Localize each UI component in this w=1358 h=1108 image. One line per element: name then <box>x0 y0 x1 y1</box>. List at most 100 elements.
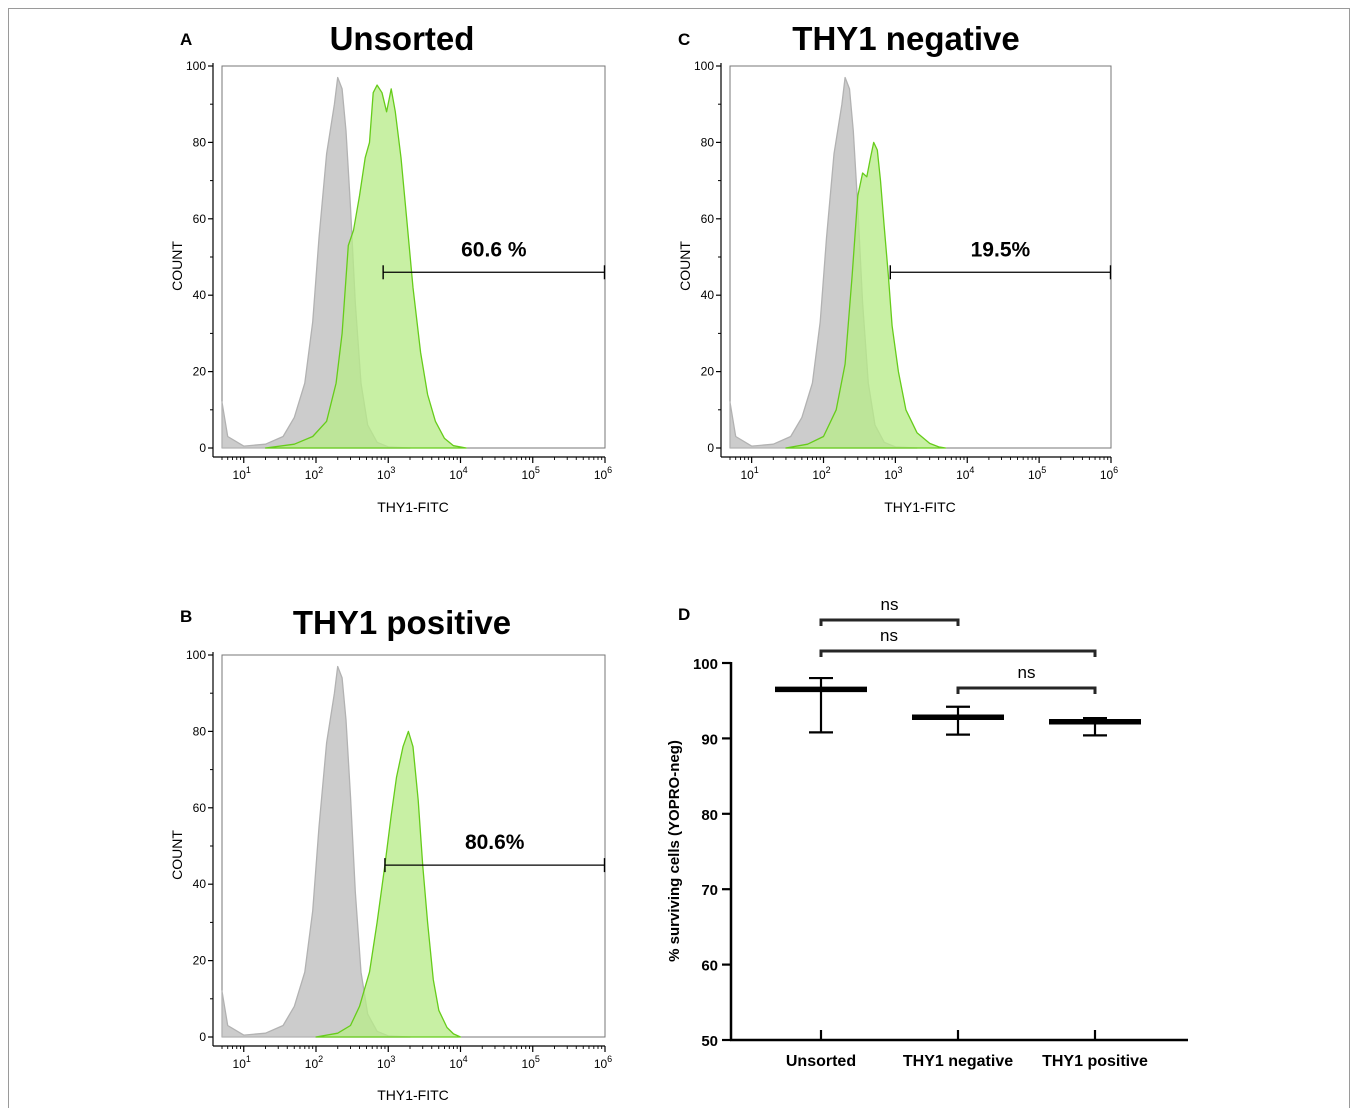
panel-d-significance-label: ns <box>880 626 898 645</box>
panel-c-stained-histogram <box>785 141 947 449</box>
panel-d-significance-bracket <box>819 649 1097 657</box>
panel-d-y-tick-label: 60 <box>701 958 718 975</box>
panel-b-y-tick-label: 60 <box>193 801 207 815</box>
tick-base: 10 <box>377 1057 391 1071</box>
tick-base: 10 <box>522 468 536 482</box>
panel-d-significance-bracket <box>956 686 1097 694</box>
panel-b-stained-histogram <box>315 730 462 1038</box>
panel-c-y-tick-label: 0 <box>707 441 714 455</box>
tick-exponent: 2 <box>826 465 831 475</box>
panel-letter-c: C <box>678 30 690 49</box>
panel-b-x-tick-label: 102 <box>305 1054 323 1071</box>
tick-base: 10 <box>449 1057 463 1071</box>
panel-d-category-label: Unsorted <box>786 1053 856 1070</box>
panel-b-x-tick-label: 103 <box>377 1054 395 1071</box>
panel-c-y-tick-label: 60 <box>701 212 715 226</box>
survival-panel-d: D 50 60 70 80 90 100 Unsorted THY1 negative THY1… <box>666 595 1188 1070</box>
panel-a-y-tick-label: 80 <box>193 135 207 149</box>
panel-c-y-tick-label: 20 <box>701 365 715 379</box>
panel-a-y-tick-label: 20 <box>193 365 207 379</box>
panel-c-y-axis-label: COUNT <box>677 241 693 291</box>
tick-base: 10 <box>305 468 319 482</box>
tick-base: 10 <box>233 468 247 482</box>
tick-exponent: 3 <box>390 465 395 475</box>
figure-frame <box>8 8 1350 1108</box>
panel-a-stained-histogram <box>264 84 467 449</box>
panel-c-y-tick-label: 80 <box>701 135 715 149</box>
panel-b-y-tick-label: 0 <box>199 1030 206 1044</box>
panel-a-x-tick-label: 101 <box>233 465 251 482</box>
panel-b-y-tick-label: 40 <box>193 877 207 891</box>
panel-b-x-tick-label: 105 <box>522 1054 540 1071</box>
tick-exponent: 3 <box>898 465 903 475</box>
panel-c-y-tick-label: 40 <box>701 288 715 302</box>
panel-c-x-tick-label: 104 <box>956 465 974 482</box>
panel-d-y-tick-label: 50 <box>701 1033 718 1050</box>
tick-exponent: 2 <box>318 465 323 475</box>
tick-base: 10 <box>522 1057 536 1071</box>
panel-b-x-axis-label: THY1-FITC <box>377 1087 449 1100</box>
tick-base: 10 <box>305 1057 319 1071</box>
panel-c-y-tick-label: 100 <box>694 59 714 73</box>
panel-d-y-tick-label: 100 <box>693 656 718 673</box>
panel-a-y-tick-label: 0 <box>199 441 206 455</box>
tick-exponent: 5 <box>1041 465 1046 475</box>
panel-b-marks: 80.6% <box>221 665 606 1038</box>
panel-a-marks: 60.6 % <box>221 76 606 449</box>
tick-exponent: 2 <box>318 1054 323 1064</box>
tick-exponent: 1 <box>246 1054 251 1064</box>
tick-base: 10 <box>594 1057 608 1071</box>
panel-d-significance: ns ns ns <box>819 595 1097 694</box>
panel-d-y-tick-label: 90 <box>701 731 718 748</box>
panel-d-significance-label: ns <box>881 595 899 614</box>
panel-c-gate-label: 19.5% <box>971 238 1031 261</box>
panel-b-gate-label: 80.6% <box>465 831 525 854</box>
panel-c-plot-frame <box>729 65 1112 449</box>
panel-c-marks: 19.5% <box>729 76 1112 449</box>
tick-exponent: 4 <box>463 1054 468 1064</box>
panel-a-y-tick-label: 40 <box>193 288 207 302</box>
panel-d-y-axis-label: % surviving cells (YOPRO-neg) <box>666 740 683 962</box>
tick-base: 10 <box>377 468 391 482</box>
panel-c-title: THY1 negative <box>792 20 1019 57</box>
tick-exponent: 5 <box>535 465 540 475</box>
tick-exponent: 1 <box>246 465 251 475</box>
panel-c-x-tick-label: 102 <box>812 465 830 482</box>
tick-exponent: 6 <box>607 465 612 475</box>
panel-c-x-tick-label: 103 <box>884 465 902 482</box>
panel-d-marks <box>775 676 1141 737</box>
panel-d-significance-bracket <box>819 618 960 626</box>
panel-b-y-axis-label: COUNT <box>169 830 185 880</box>
panel-a-x-tick-label: 105 <box>522 465 540 482</box>
panel-a-y-tick-label: 100 <box>186 59 206 73</box>
panel-c-x-tick-label: 101 <box>740 465 758 482</box>
panel-b-x-tick-label: 101 <box>233 1054 251 1071</box>
tick-base: 10 <box>449 468 463 482</box>
tick-exponent: 6 <box>1113 465 1118 475</box>
panel-c-x-axis-label: THY1-FITC <box>884 499 956 515</box>
panel-a-y-axis-label: COUNT <box>169 241 185 291</box>
tick-base: 10 <box>740 468 754 482</box>
tick-exponent: 4 <box>463 465 468 475</box>
panel-a-x-tick-label: 102 <box>305 465 323 482</box>
panel-a-x-tick-label: 103 <box>377 465 395 482</box>
tick-exponent: 3 <box>390 1054 395 1064</box>
tick-exponent: 6 <box>607 1054 612 1064</box>
panel-b-x-tick-label: 104 <box>449 1054 467 1071</box>
panel-a-y-tick-label: 60 <box>193 212 207 226</box>
panel-a-title: Unsorted <box>330 20 475 57</box>
panel-a-x-tick-label: 106 <box>594 465 612 482</box>
panel-d-y-tick-label: 80 <box>701 807 718 824</box>
panel-b-title: THY1 positive <box>293 604 511 641</box>
panel-d-y-tick-label: 70 <box>701 882 718 899</box>
tick-exponent: 4 <box>969 465 974 475</box>
tick-base: 10 <box>956 468 970 482</box>
tick-base: 10 <box>812 468 826 482</box>
panel-b-y-tick-label: 100 <box>186 648 206 662</box>
panel-letter-d: D <box>678 605 690 624</box>
